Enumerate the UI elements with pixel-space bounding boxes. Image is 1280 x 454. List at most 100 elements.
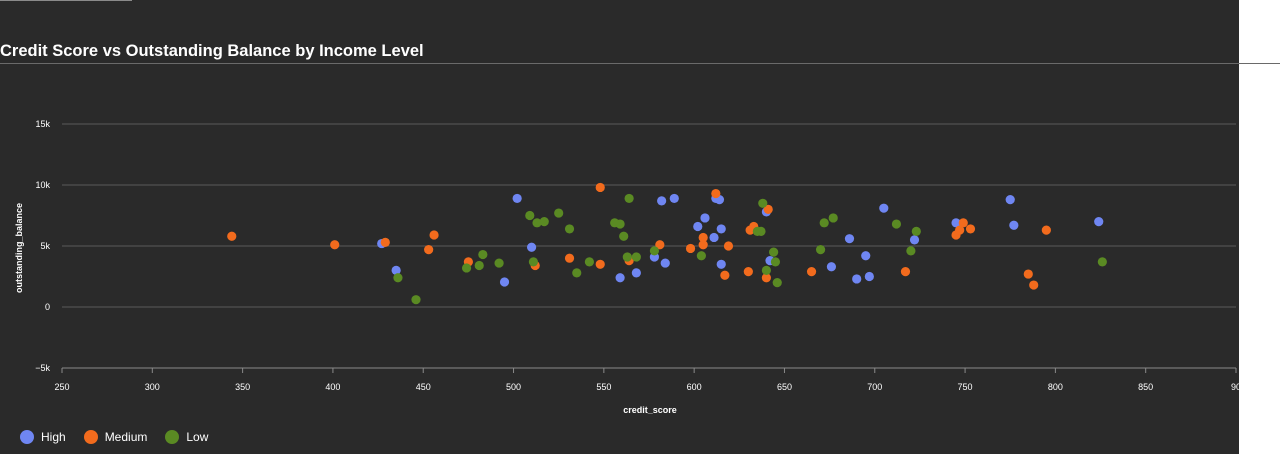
data-point-low[interactable]	[619, 231, 629, 241]
data-point-medium[interactable]	[595, 259, 605, 269]
data-point-low[interactable]	[393, 273, 403, 283]
data-point-high[interactable]	[861, 251, 871, 261]
data-point-low[interactable]	[772, 278, 782, 288]
data-point-low[interactable]	[532, 218, 542, 228]
data-point-high[interactable]	[844, 234, 855, 244]
data-point-low[interactable]	[615, 219, 625, 229]
data-point-high[interactable]	[669, 193, 679, 204]
data-point-medium[interactable]	[424, 245, 434, 255]
data-point-high[interactable]	[615, 273, 625, 283]
data-point-low[interactable]	[539, 217, 549, 227]
data-point-high[interactable]	[826, 262, 837, 272]
data-point-low[interactable]	[631, 252, 641, 262]
data-point-low[interactable]	[769, 247, 779, 257]
data-point-medium[interactable]	[720, 270, 730, 280]
data-point-high[interactable]	[631, 268, 641, 278]
data-point-medium[interactable]	[1029, 280, 1039, 290]
data-point-low[interactable]	[1097, 257, 1107, 267]
x-tick-label: 90	[1231, 382, 1241, 392]
y-axis-label: outstanding_balance	[14, 203, 24, 293]
data-point-medium[interactable]	[1023, 269, 1033, 279]
data-point-medium[interactable]	[806, 267, 817, 277]
data-point-medium[interactable]	[761, 273, 772, 283]
data-point-low[interactable]	[828, 213, 838, 223]
axis-ticks: −5k 0 5k 10k 15k 250 300 350 400 450 500 550 600 650 7…	[35, 119, 1241, 392]
data-point-medium[interactable]	[1041, 225, 1051, 235]
data-point-medium[interactable]	[698, 240, 708, 250]
data-point-high[interactable]	[1005, 195, 1015, 205]
data-point-medium[interactable]	[900, 267, 911, 277]
data-point-high[interactable]	[1009, 220, 1019, 230]
data-point-low[interactable]	[696, 251, 706, 261]
data-point-high[interactable]	[716, 224, 726, 234]
data-point-high[interactable]	[527, 242, 537, 252]
data-point-medium[interactable]	[429, 230, 439, 240]
data-point-medium[interactable]	[380, 237, 390, 247]
data-point-medium[interactable]	[723, 241, 734, 251]
data-point-low[interactable]	[525, 210, 535, 221]
data-point-low[interactable]	[554, 208, 564, 218]
chart-title: Credit Score vs Outstanding Balance by I…	[0, 42, 424, 60]
data-point-low[interactable]	[891, 219, 902, 229]
data-point-high[interactable]	[700, 213, 710, 223]
data-point-medium[interactable]	[965, 224, 976, 234]
legend-item-medium[interactable]: Medium	[83, 430, 147, 444]
data-point-high[interactable]	[716, 259, 726, 269]
data-point-high[interactable]	[693, 221, 703, 232]
data-point-low[interactable]	[649, 246, 660, 256]
data-point-low[interactable]	[911, 226, 921, 236]
data-point-medium[interactable]	[955, 225, 965, 235]
data-point-medium[interactable]	[698, 232, 708, 243]
data-point-medium[interactable]	[655, 240, 665, 250]
data-point-low[interactable]	[494, 258, 504, 268]
y-tick-label: −5k	[35, 363, 50, 373]
data-point-high[interactable]	[1094, 217, 1104, 227]
data-point-medium[interactable]	[763, 204, 773, 214]
data-point-medium[interactable]	[685, 243, 696, 254]
data-point-low[interactable]	[756, 226, 766, 236]
x-tick-label: 800	[1048, 382, 1063, 392]
data-point-low[interactable]	[411, 295, 421, 305]
data-point-low[interactable]	[906, 246, 916, 256]
grid-lines	[62, 123, 1236, 369]
data-point-medium[interactable]	[595, 182, 605, 193]
x-tick-label: 650	[777, 382, 792, 392]
data-point-low[interactable]	[528, 257, 539, 267]
data-point-low[interactable]	[624, 193, 634, 204]
data-point-low[interactable]	[770, 257, 781, 267]
data-point-high[interactable]	[499, 277, 510, 287]
data-point-high[interactable]	[864, 271, 874, 282]
data-point-low[interactable]	[819, 218, 829, 228]
x-tick-label: 550	[596, 382, 611, 392]
data-point-low[interactable]	[758, 198, 768, 208]
x-tick-label: 500	[506, 382, 521, 392]
data-point-low[interactable]	[572, 268, 582, 278]
legend-label-low: Low	[186, 430, 209, 444]
legend-item-high[interactable]: High	[20, 430, 66, 444]
data-point-low[interactable]	[461, 263, 472, 273]
data-point-medium[interactable]	[330, 240, 340, 250]
data-point-high[interactable]	[660, 258, 670, 268]
data-point-low[interactable]	[584, 257, 594, 267]
data-point-low[interactable]	[474, 260, 484, 271]
data-point-medium[interactable]	[227, 231, 237, 241]
data-point-high[interactable]	[391, 265, 401, 275]
data-point-low[interactable]	[478, 249, 488, 260]
data-point-high[interactable]	[951, 218, 961, 228]
data-point-high[interactable]	[657, 196, 667, 206]
data-point-low[interactable]	[622, 252, 632, 262]
data-point-high[interactable]	[709, 232, 719, 243]
data-point-low[interactable]	[761, 265, 772, 275]
title-divider	[0, 63, 1280, 64]
data-point-high[interactable]	[909, 235, 920, 245]
data-point-low[interactable]	[564, 224, 575, 234]
data-point-high[interactable]	[852, 274, 862, 284]
data-point-high[interactable]	[879, 203, 889, 213]
data-point-medium[interactable]	[743, 267, 753, 277]
data-point-low[interactable]	[815, 245, 826, 255]
data-point-high[interactable]	[512, 193, 522, 204]
data-point-medium[interactable]	[711, 188, 721, 199]
data-point-medium[interactable]	[958, 218, 968, 228]
legend-item-low[interactable]: Low	[165, 430, 208, 444]
data-point-medium[interactable]	[564, 253, 575, 263]
